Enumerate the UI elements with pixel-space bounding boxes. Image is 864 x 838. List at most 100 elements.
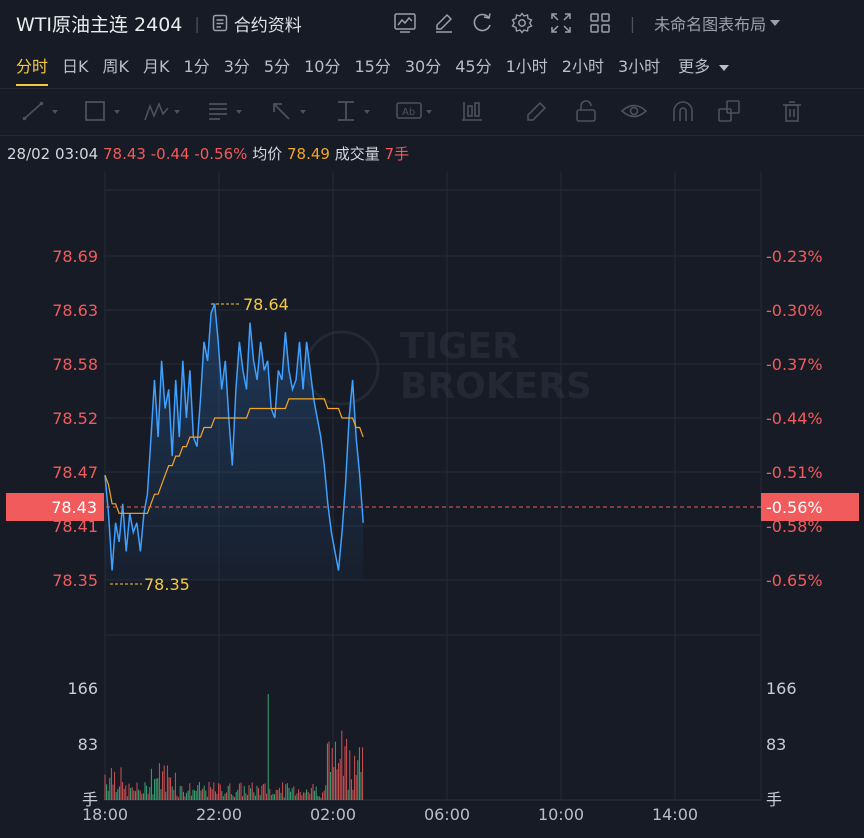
high-marker: 78.64 xyxy=(211,295,289,314)
y-left-tick: 78.69 xyxy=(52,247,98,266)
volume-unit-right: 手 xyxy=(766,790,782,809)
quote-avg-label: 均价 xyxy=(252,145,283,163)
y-left-tick: 78.58 xyxy=(52,355,98,374)
quote-bar: 28/02 03:04 78.43 -0.44 -0.56% 均价 78.49 … xyxy=(7,143,409,164)
y-right-tick: -0.44% xyxy=(766,409,823,428)
intraday-chart[interactable]: TIGER BROKERS 78.6978.6378.5878.5278.477… xyxy=(0,165,864,838)
quote-avg-price: 78.49 xyxy=(287,145,330,163)
current-price-tag: 78.43 xyxy=(6,493,104,521)
y-right-tick: -0.30% xyxy=(766,301,823,320)
chart-grid xyxy=(104,172,762,801)
contract-info-button[interactable]: 合约资料 xyxy=(212,11,302,36)
measure-tool-icon[interactable] xyxy=(334,100,374,122)
caret-down-icon xyxy=(719,65,730,71)
y-left-tick: 78.41 xyxy=(52,517,98,536)
duplicate-icon[interactable] xyxy=(716,100,744,122)
quote-datetime: 28/02 03:04 xyxy=(7,145,99,163)
price-line xyxy=(104,303,364,571)
tf-5m[interactable]: 5分 xyxy=(263,57,291,76)
y-right-tick: -0.58% xyxy=(766,517,823,536)
top-toolbar: WTI原油主连 2404 | 合约资料 | 未命名图表布局 xyxy=(0,0,864,46)
instrument-title[interactable]: WTI原油主连 2404 xyxy=(16,13,183,36)
draw-icon[interactable] xyxy=(433,13,455,33)
pattern-tool-icon[interactable] xyxy=(144,100,184,122)
volume-left-tick: 166 xyxy=(67,679,98,698)
low-label: 78.35 xyxy=(144,575,190,594)
tf-3h[interactable]: 3小时 xyxy=(617,57,661,76)
trash-icon[interactable] xyxy=(780,100,806,122)
toolbar-icons: | 未命名图表布局 xyxy=(394,11,781,35)
layout-selector[interactable]: 未命名图表布局 xyxy=(654,11,781,35)
tf-intraday[interactable]: 分时 xyxy=(16,46,49,88)
tf-1m[interactable]: 1分 xyxy=(183,57,210,76)
drawing-toolbar: Ab xyxy=(0,88,864,136)
tf-30m[interactable]: 30分 xyxy=(404,57,442,76)
high-label: 78.64 xyxy=(243,295,289,314)
watermark-line2: BROKERS xyxy=(400,366,592,407)
brush-icon[interactable] xyxy=(524,100,550,122)
magnet-icon[interactable] xyxy=(670,100,696,122)
x-tick: 18:00 xyxy=(82,805,128,824)
text-tool-icon[interactable] xyxy=(206,100,246,122)
timeframe-bar: 分时 日K 周K 月K 1分 3分 5分 10分 15分 30分 45分 1小时… xyxy=(0,46,864,88)
y-right-tick: -0.23% xyxy=(766,247,823,266)
tf-10m[interactable]: 10分 xyxy=(304,57,341,76)
watermark-line1: TIGER xyxy=(400,326,520,367)
y-right-tick: -0.37% xyxy=(766,355,823,374)
tf-day[interactable]: 日K xyxy=(62,57,89,76)
watermark: TIGER BROKERS xyxy=(304,326,592,407)
document-icon xyxy=(212,14,228,32)
volume-right-tick: 83 xyxy=(766,735,786,754)
y-right-tick: -0.65% xyxy=(766,571,823,590)
quote-change: -0.44 xyxy=(150,145,190,163)
divider: | xyxy=(629,13,636,33)
indicator-icon[interactable] xyxy=(394,13,416,33)
divider: | xyxy=(194,13,200,33)
y-left-tick: 78.47 xyxy=(52,463,98,482)
refresh-icon[interactable] xyxy=(472,13,494,33)
low-marker: 78.35 xyxy=(110,575,190,594)
volume-unit-left: 手 xyxy=(82,790,98,809)
current-price-tag-text: 78.43 xyxy=(51,498,97,517)
settings-icon[interactable] xyxy=(511,12,533,34)
volume-bars xyxy=(104,694,364,800)
current-pct-tag: -0.56% xyxy=(761,493,859,521)
tf-more[interactable]: 更多 xyxy=(678,46,730,88)
tf-month[interactable]: 月K xyxy=(143,57,170,76)
layout-grid-icon[interactable] xyxy=(589,12,611,34)
line-tool-icon[interactable] xyxy=(22,100,62,122)
avg-price-line xyxy=(104,398,364,514)
tf-more-label: 更多 xyxy=(678,57,711,76)
current-pct-tag-text: -0.56% xyxy=(766,498,823,517)
x-tick: 14:00 xyxy=(652,805,698,824)
x-tick: 22:00 xyxy=(196,805,242,824)
y-left-tick: 78.63 xyxy=(52,301,98,320)
tf-week[interactable]: 周K xyxy=(102,57,130,76)
rect-tool-icon[interactable] xyxy=(84,100,124,122)
label-tool-icon[interactable]: Ab xyxy=(396,100,436,122)
y-left-tick: 78.35 xyxy=(52,571,98,590)
x-tick: 02:00 xyxy=(310,805,356,824)
candle-tool-icon[interactable] xyxy=(460,100,490,122)
caret-down-icon xyxy=(770,20,781,26)
quote-price: 78.43 xyxy=(103,145,146,163)
tf-2h[interactable]: 2小时 xyxy=(561,57,604,76)
axis-labels: 78.69 78.63 78.58 78.52 78.47 78.41 78.35 -0.23… xyxy=(52,247,822,824)
tf-3m[interactable]: 3分 xyxy=(223,57,250,76)
layout-name-label: 未命名图表布局 xyxy=(654,15,767,34)
arrow-tool-icon[interactable] xyxy=(270,100,310,122)
volume-right-tick: 166 xyxy=(766,679,797,698)
quote-change-pct: -0.56% xyxy=(194,145,248,163)
lock-icon[interactable] xyxy=(574,100,600,122)
tf-15m[interactable]: 15分 xyxy=(354,57,391,76)
tf-1h[interactable]: 1小时 xyxy=(505,57,548,76)
svg-text:Ab: Ab xyxy=(402,107,415,118)
tf-45m[interactable]: 45分 xyxy=(455,57,492,76)
fullscreen-icon[interactable] xyxy=(550,12,572,34)
contract-info-label: 合约资料 xyxy=(233,15,302,36)
y-left-tick: 78.52 xyxy=(52,409,98,428)
x-tick: 10:00 xyxy=(538,805,584,824)
x-tick: 06:00 xyxy=(424,805,470,824)
quote-volume-label: 成交量 xyxy=(334,145,380,163)
eye-icon[interactable] xyxy=(620,100,648,122)
